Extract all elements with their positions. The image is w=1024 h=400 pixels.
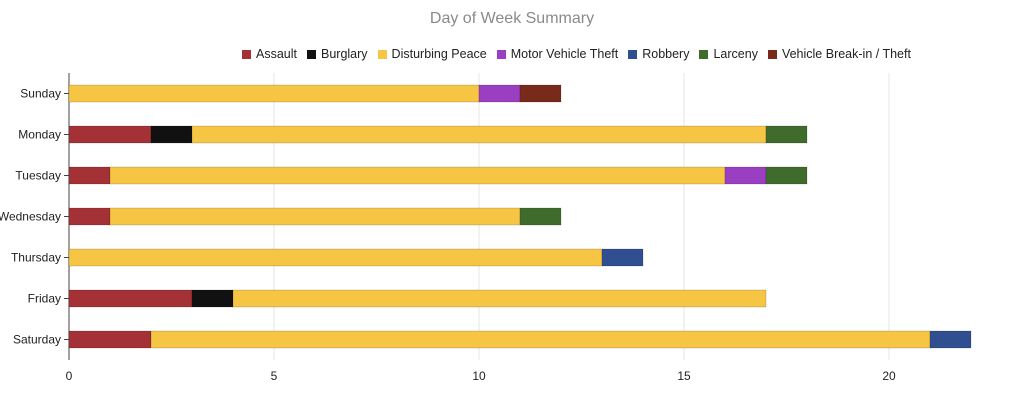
legend-label-larceny: Larceny bbox=[713, 47, 758, 61]
bar-friday-assault bbox=[68, 289, 193, 308]
legend-swatch-disturbing-peace bbox=[377, 49, 387, 59]
bar-monday-burglary bbox=[150, 125, 193, 144]
legend-item-motor-vehicle-theft[interactable]: Motor Vehicle Theft bbox=[496, 47, 619, 61]
bar-saturday-assault bbox=[68, 330, 152, 349]
chart-legend: Assault Burglary Disturbing Peace Motor … bbox=[242, 47, 921, 61]
x-tick-label-5: 5 bbox=[271, 369, 278, 383]
bar-sunday-disturbing-peace bbox=[68, 84, 480, 103]
y-tick-label-tuesday: Tuesday bbox=[15, 169, 61, 183]
bar-tuesday-disturbing-peace bbox=[109, 166, 726, 185]
bar-saturday-disturbing-peace bbox=[150, 330, 931, 349]
legend-swatch-robbery bbox=[628, 49, 638, 59]
bar-tuesday-motor-vehicle-theft bbox=[724, 166, 767, 185]
bar-sunday-motor-vehicle-theft bbox=[478, 84, 521, 103]
bar-thursday-disturbing-peace bbox=[68, 248, 603, 267]
legend-item-assault[interactable]: Assault bbox=[242, 47, 297, 61]
bar-friday-burglary bbox=[191, 289, 234, 308]
legend-swatch-burglary bbox=[307, 49, 316, 59]
legend-item-larceny[interactable]: Larceny bbox=[699, 47, 758, 61]
bar-monday-larceny bbox=[765, 125, 808, 144]
legend-label-burglary: Burglary bbox=[321, 47, 368, 61]
y-tick-label-saturday: Saturday bbox=[13, 333, 61, 347]
legend-swatch-vehicle-break-in-theft bbox=[767, 49, 777, 59]
legend-item-robbery[interactable]: Robbery bbox=[628, 47, 689, 61]
legend-label-disturbing-peace: Disturbing Peace bbox=[391, 47, 487, 61]
chart-title: Day of Week Summary bbox=[429, 10, 595, 27]
y-tick-label-wednesday: Wednesday bbox=[0, 210, 61, 224]
legend-swatch-motor-vehicle-theft bbox=[496, 49, 506, 59]
y-tick-label-monday: Monday bbox=[18, 128, 61, 142]
bar-monday-assault bbox=[68, 125, 152, 144]
legend-label-motor-vehicle-theft: Motor Vehicle Theft bbox=[510, 47, 619, 61]
legend-item-vehicle-break-in-theft[interactable]: Vehicle Break-in / Theft bbox=[767, 47, 911, 61]
legend-swatch-assault bbox=[242, 49, 251, 59]
bar-thursday-robbery bbox=[601, 248, 644, 267]
legend-label-robbery: Robbery bbox=[642, 47, 690, 61]
bar-tuesday-larceny bbox=[765, 166, 808, 185]
bar-wednesday-assault bbox=[68, 207, 111, 226]
x-tick-label-15: 15 bbox=[677, 369, 691, 383]
bar-saturday-robbery bbox=[929, 330, 972, 349]
legend-item-burglary[interactable]: Burglary bbox=[307, 47, 368, 61]
x-tick-label-10: 10 bbox=[472, 369, 486, 383]
x-tick-label-0: 0 bbox=[66, 369, 73, 383]
legend-item-disturbing-peace[interactable]: Disturbing Peace bbox=[377, 47, 487, 61]
bar-monday-disturbing-peace bbox=[191, 125, 767, 144]
y-tick-label-thursday: Thursday bbox=[11, 251, 61, 265]
bar-wednesday-larceny bbox=[519, 207, 562, 226]
x-tick-label-20: 20 bbox=[882, 369, 896, 383]
legend-label-assault: Assault bbox=[256, 47, 297, 61]
legend-swatch-larceny bbox=[699, 49, 709, 59]
bar-friday-disturbing-peace bbox=[232, 289, 767, 308]
bar-wednesday-disturbing-peace bbox=[109, 207, 521, 226]
bar-tuesday-assault bbox=[68, 166, 111, 185]
y-tick-label-friday: Friday bbox=[28, 292, 61, 306]
bar-sunday-vehicle-break-in-theft bbox=[519, 84, 562, 103]
legend-label-vehicle-break-in-theft: Vehicle Break-in / Theft bbox=[781, 47, 911, 61]
y-tick-label-sunday: Sunday bbox=[20, 87, 61, 101]
